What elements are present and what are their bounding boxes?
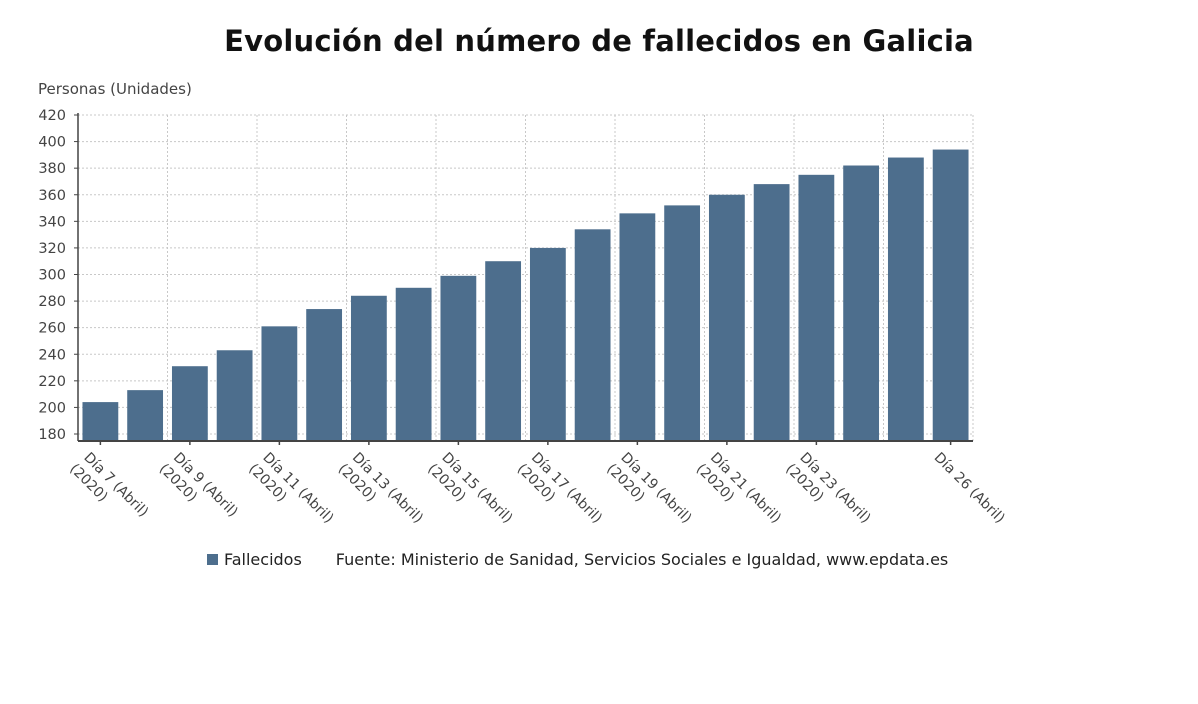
x-tick-label: Día 26 (Abril) (931, 450, 1008, 527)
x-tick-label: Día 17 (Abril)(2020) (514, 450, 605, 527)
y-tick-label: 260 (38, 321, 66, 337)
y-tick-label: 200 (38, 400, 66, 416)
bar[interactable] (664, 205, 701, 441)
bar[interactable] (619, 213, 656, 441)
y-tick-label: 380 (38, 161, 66, 177)
bar[interactable] (574, 229, 611, 441)
x-tick-label: Día 21 (Abril)(2020) (693, 450, 784, 527)
x-tick-label: Día 13 (Abril)(2020) (335, 450, 426, 527)
bar[interactable] (932, 149, 969, 441)
bar[interactable] (843, 165, 880, 441)
bar[interactable] (395, 287, 432, 441)
x-tick-label: Día 19 (Abril)(2020) (603, 450, 694, 527)
y-tick-label: 420 (38, 108, 66, 124)
x-tick-label: Día 11 (Abril)(2020) (245, 450, 336, 527)
y-tick-label: 240 (38, 347, 66, 363)
bar[interactable] (306, 309, 343, 441)
bar[interactable] (171, 366, 208, 441)
svg-text:Día 26 (Abril): Día 26 (Abril) (931, 450, 1008, 527)
source-note: Fuente: Ministerio de Sanidad, Servicios… (335, 550, 949, 569)
y-axis-title: Personas (Unidades) (38, 80, 192, 98)
bar[interactable] (798, 174, 835, 441)
bar[interactable] (82, 402, 119, 441)
x-tick-label: Día 7 (Abril)(2020) (66, 450, 151, 521)
bar[interactable] (887, 157, 924, 442)
x-tick-label: Día 9 (Abril)(2020) (156, 450, 241, 521)
chart-title: Evolución del número de fallecidos en Ga… (224, 24, 974, 58)
y-tick-label: 340 (38, 214, 66, 230)
bar[interactable] (261, 326, 298, 441)
y-tick-label: 300 (38, 268, 66, 284)
legend-series-label: Fallecidos (224, 550, 302, 569)
y-tick-label: 280 (38, 294, 66, 310)
legend: Fallecidos Fuente: Ministerio de Sanidad… (207, 550, 948, 569)
y-tick-label: 220 (38, 374, 66, 390)
x-tick-label: Día 23 (Abril)(2020) (782, 450, 873, 527)
bar[interactable] (485, 261, 522, 441)
y-tick-label: 360 (38, 188, 66, 204)
bar[interactable] (216, 350, 253, 441)
bar[interactable] (753, 184, 790, 441)
y-tick-label: 400 (38, 135, 66, 151)
x-tick-label: Día 15 (Abril)(2020) (424, 450, 515, 527)
bar[interactable] (127, 390, 164, 441)
bar[interactable] (440, 275, 477, 441)
y-tick-label: 320 (38, 241, 66, 257)
legend-swatch (207, 554, 218, 565)
bar[interactable] (708, 194, 745, 441)
bar[interactable] (350, 295, 387, 441)
bar[interactable] (529, 247, 566, 441)
y-tick-label: 180 (38, 427, 66, 443)
